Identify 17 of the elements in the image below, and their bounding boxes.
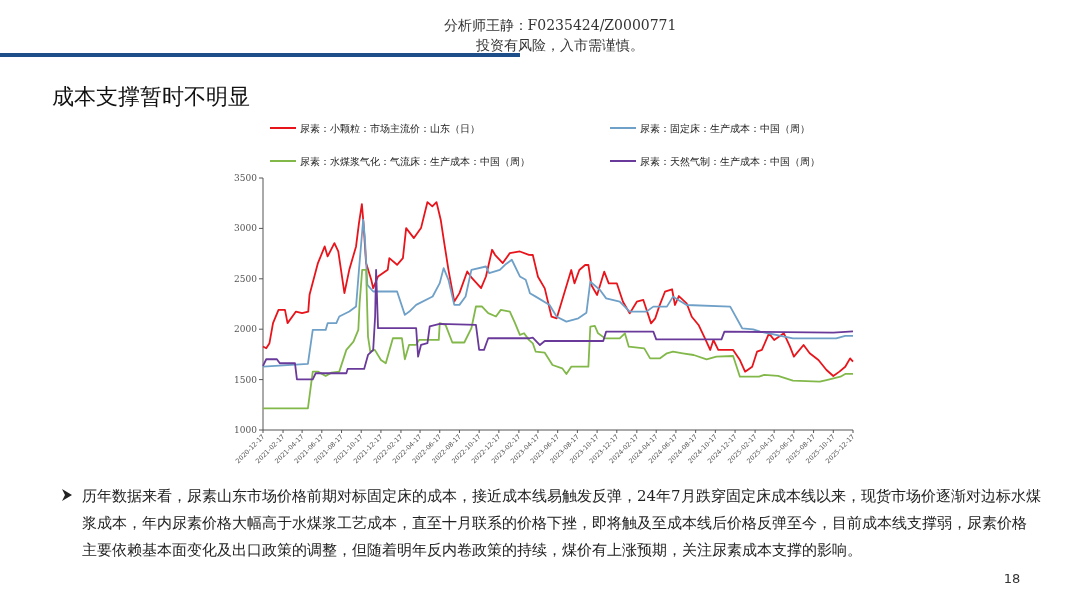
text: 分析师王静：F0235424/Z0000771 [443, 17, 677, 33]
y-tick-label: 3000 [234, 223, 258, 234]
text: 历年数据来看，尿素山东市场价格前期对标固定床的成本，接近成本线易触发反弹，24年7月跌穿固定床成本线以来，现货市场价逐渐对边标水煤浆成本，年内尿素价格大幅高于水煤浆工艺成本，直至十月联系的价格下挫，即将触及至成本线后价格反弹至今，目前成本线支撑弱，尿素价格主要依赖基本面变化及出口政策的调整，但随着明年反内卷政策的持续，煤价有上涨预期，关注尿素成本支撑的影响。 [82, 487, 1041, 559]
y-tick-label: 3500 [234, 173, 258, 183]
line-series [262, 268, 854, 381]
y-tick-label: 2000 [234, 324, 258, 335]
line-series [262, 268, 854, 410]
legend-label: 尿素：天然气制：生产成本：中国（周） [640, 156, 820, 167]
text: 18 [1003, 571, 1021, 586]
y-tick-label: 1000 [234, 425, 258, 435]
legend-label: 尿素：固定床：生产成本：中国（周） [640, 123, 810, 134]
text: 投资有风险，入市需谨慎。 [475, 37, 644, 53]
legend-label: 尿素：水煤浆气化：气流床：生产成本：中国（周） [300, 156, 530, 167]
legend-label: 尿素：小颗粒：市场主流价：山东（日） [300, 123, 480, 134]
chart-title: 成本支撑暂时不明显 [52, 84, 250, 109]
y-tick-label: 1500 [234, 374, 258, 385]
y-tick-label: 2500 [234, 273, 258, 284]
